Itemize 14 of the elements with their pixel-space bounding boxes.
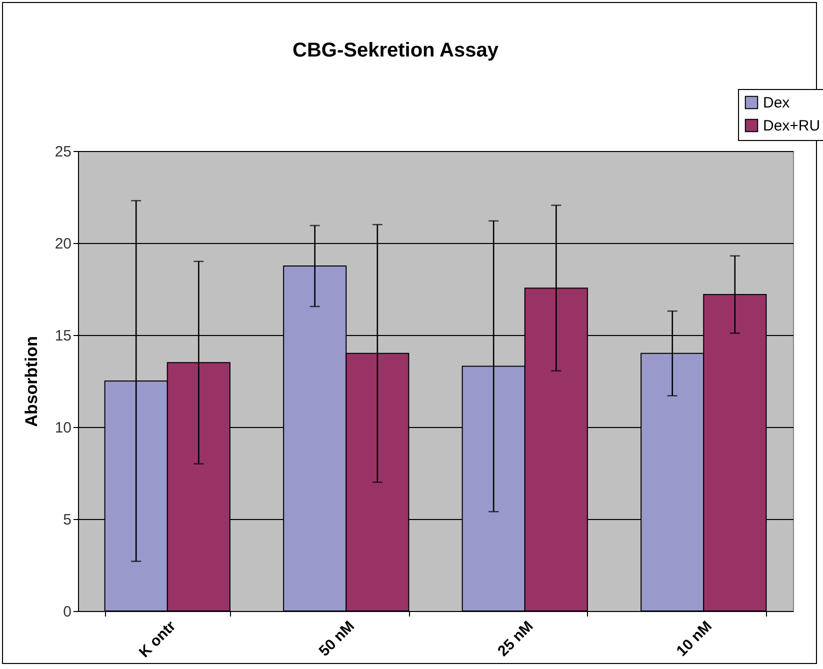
legend-label: Dex+RU: [763, 118, 820, 134]
x-tick-label: 10 nM: [673, 618, 716, 660]
x-tick-label: 25 nM: [494, 618, 537, 660]
x-tick-label: K ontr: [136, 618, 180, 662]
y-tick-label: 15: [54, 328, 72, 344]
y-tick-label: 20: [54, 236, 72, 252]
y-tick-label: 25: [54, 144, 72, 160]
y-tick-label: 10: [54, 420, 72, 436]
chart-title: CBG-Sekretion Assay: [292, 40, 500, 62]
y-tick-label: 5: [63, 512, 72, 528]
y-axis-title: Absorbtion: [22, 336, 41, 427]
y-tick-label: 0: [63, 604, 72, 620]
legend-label: Dex: [763, 94, 790, 112]
x-tick-label: 50 nM: [316, 618, 358, 660]
